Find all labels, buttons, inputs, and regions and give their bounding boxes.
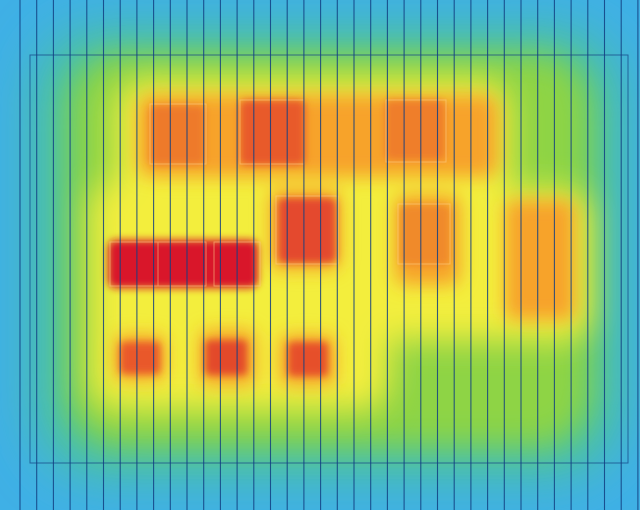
hotter-cells xyxy=(120,100,450,376)
hottest-strip xyxy=(108,240,258,288)
inner-frame xyxy=(29,54,629,464)
vertical-grid-lines xyxy=(19,0,639,510)
